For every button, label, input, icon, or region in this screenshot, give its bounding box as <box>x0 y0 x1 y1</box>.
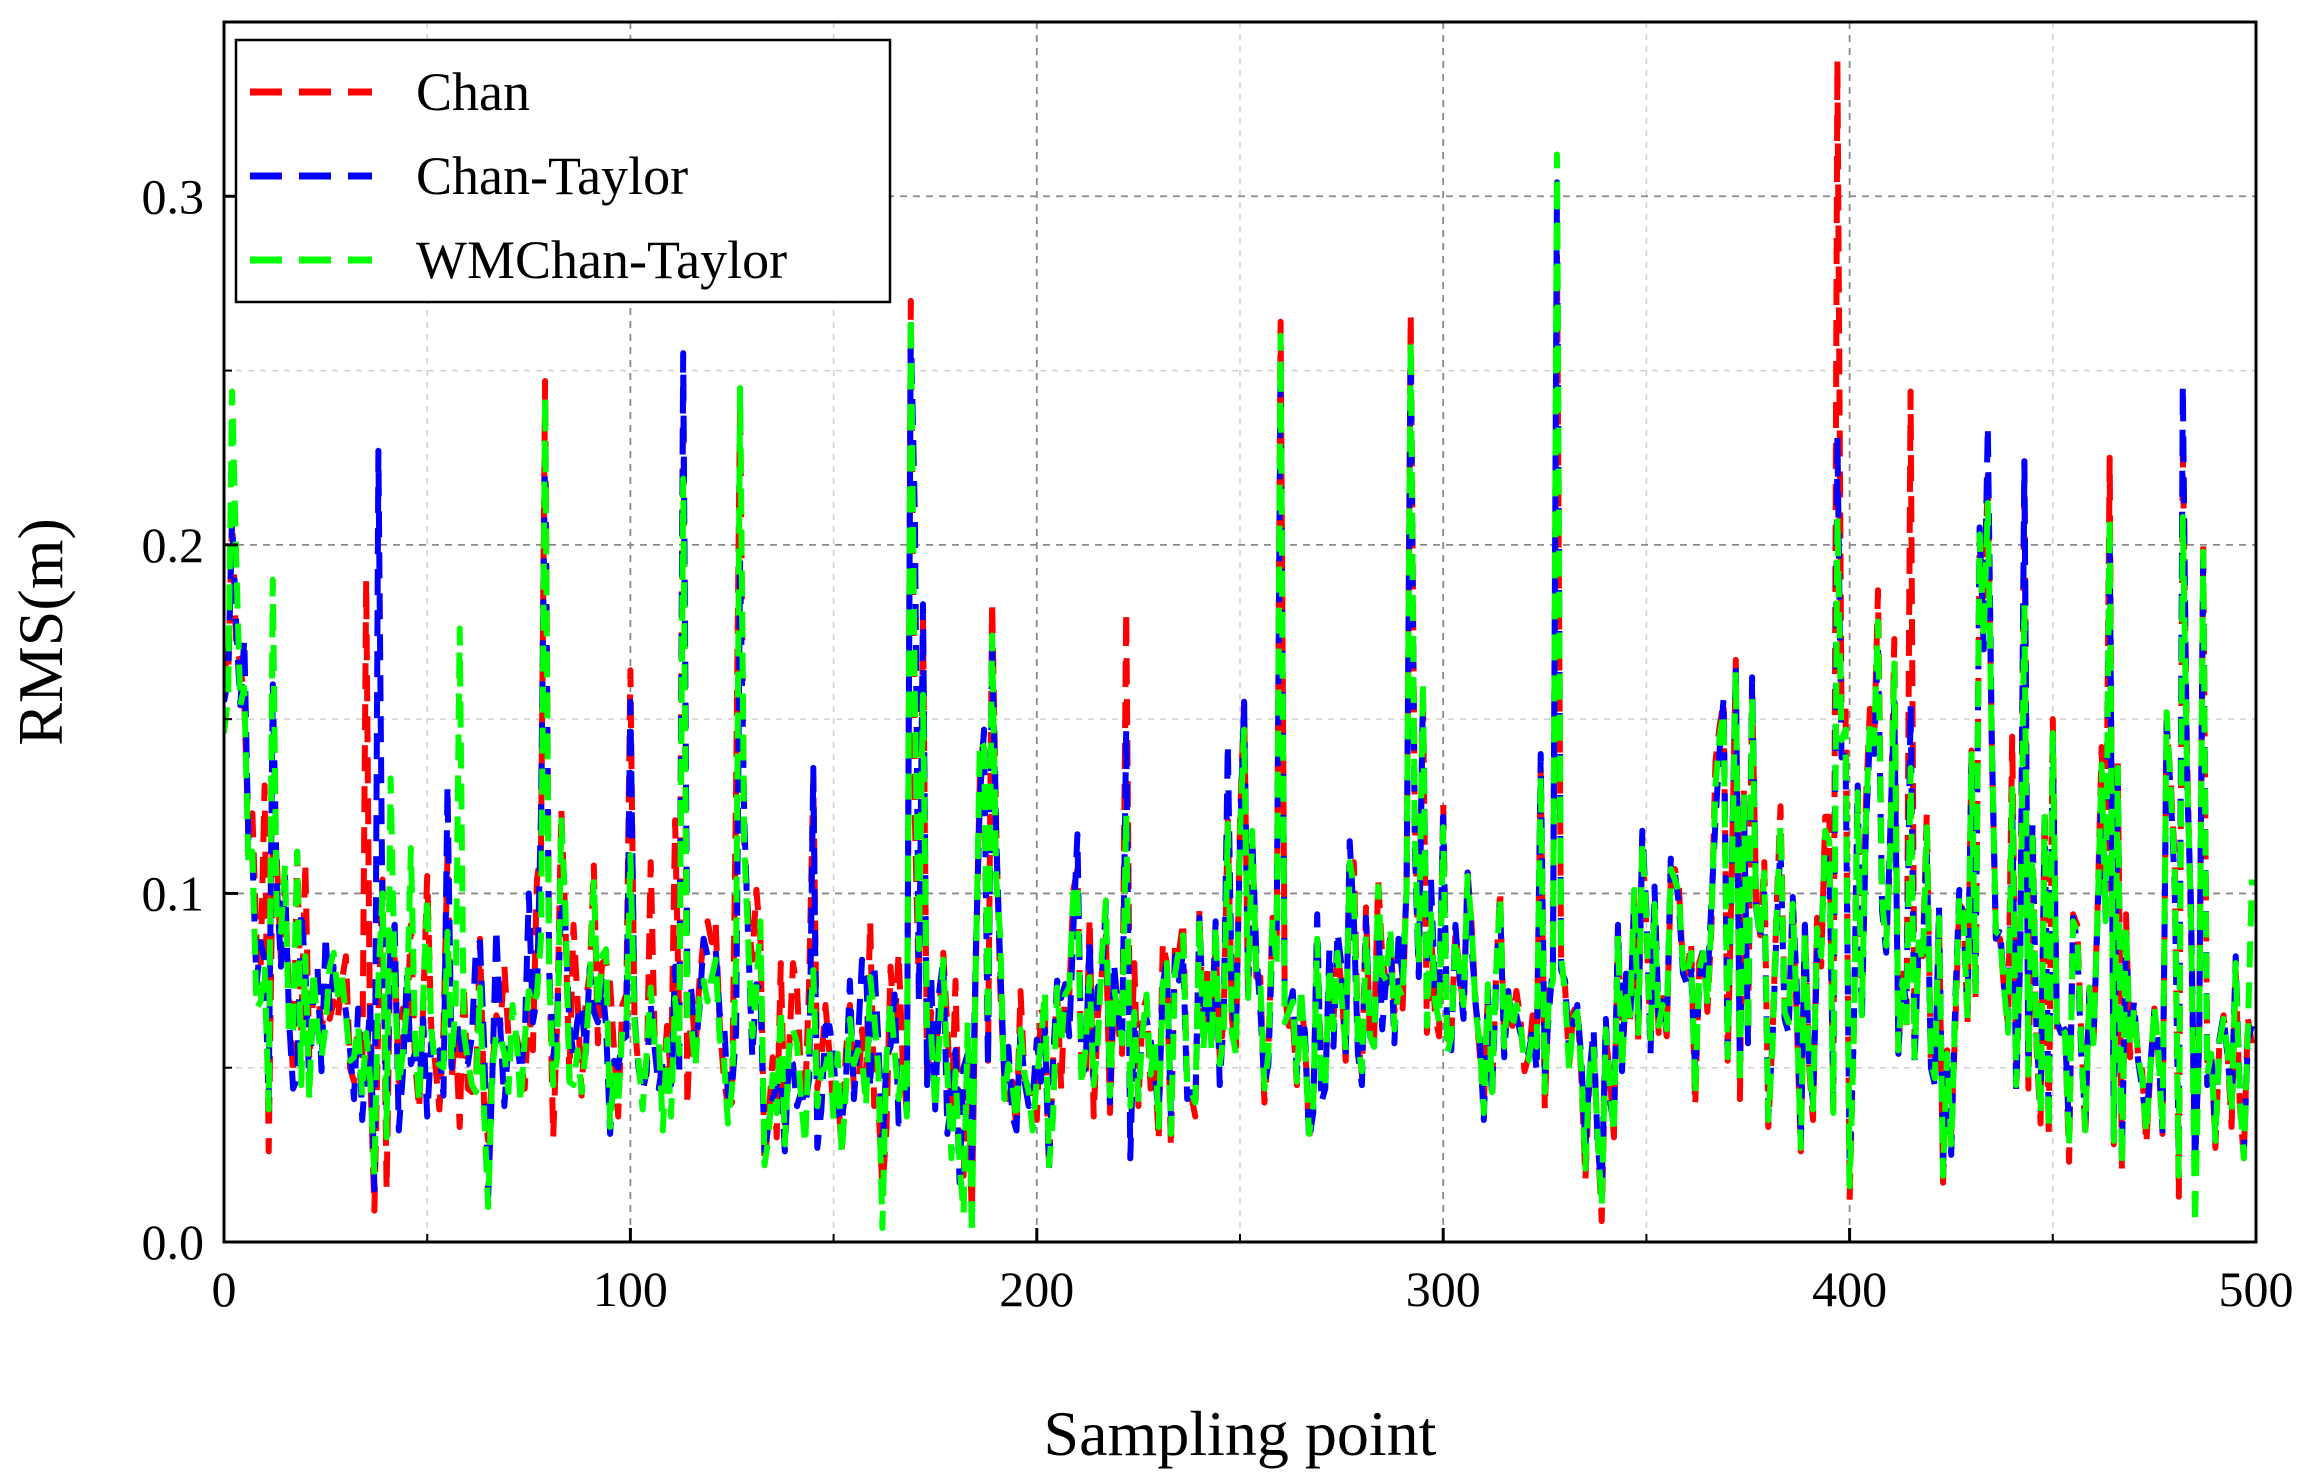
x-axis-title: Sampling point <box>1044 1398 1437 1469</box>
y-tick-label: 0.0 <box>142 1214 205 1270</box>
legend-label-0: Chan <box>416 62 530 122</box>
y-tick-label: 0.3 <box>142 168 205 224</box>
x-tick-label: 100 <box>593 1261 668 1317</box>
ticks <box>222 194 2258 1244</box>
x-tick-label: 200 <box>999 1261 1074 1317</box>
legend-label-2: WMChan-Taylor <box>416 230 787 290</box>
y-axis-title: RMS(m) <box>5 518 76 746</box>
x-tick-label: 400 <box>1812 1261 1887 1317</box>
y-tick-label: 0.1 <box>142 865 205 921</box>
legend-label-1: Chan-Taylor <box>416 146 688 206</box>
legend-box <box>234 38 892 304</box>
tick-labels: 0 100 200 300 400 500 0.0 0.1 0.2 0.3 <box>142 168 2294 1317</box>
x-tick-label: 0 <box>212 1261 237 1317</box>
legend: Chan Chan-Taylor WMChan-Taylor <box>234 38 892 304</box>
y-tick-label: 0.2 <box>142 517 205 573</box>
series-layer <box>224 57 2255 1238</box>
series-line-2 <box>224 151 2255 1238</box>
x-tick-label: 500 <box>2219 1261 2294 1317</box>
x-tick-label: 300 <box>1406 1261 1481 1317</box>
